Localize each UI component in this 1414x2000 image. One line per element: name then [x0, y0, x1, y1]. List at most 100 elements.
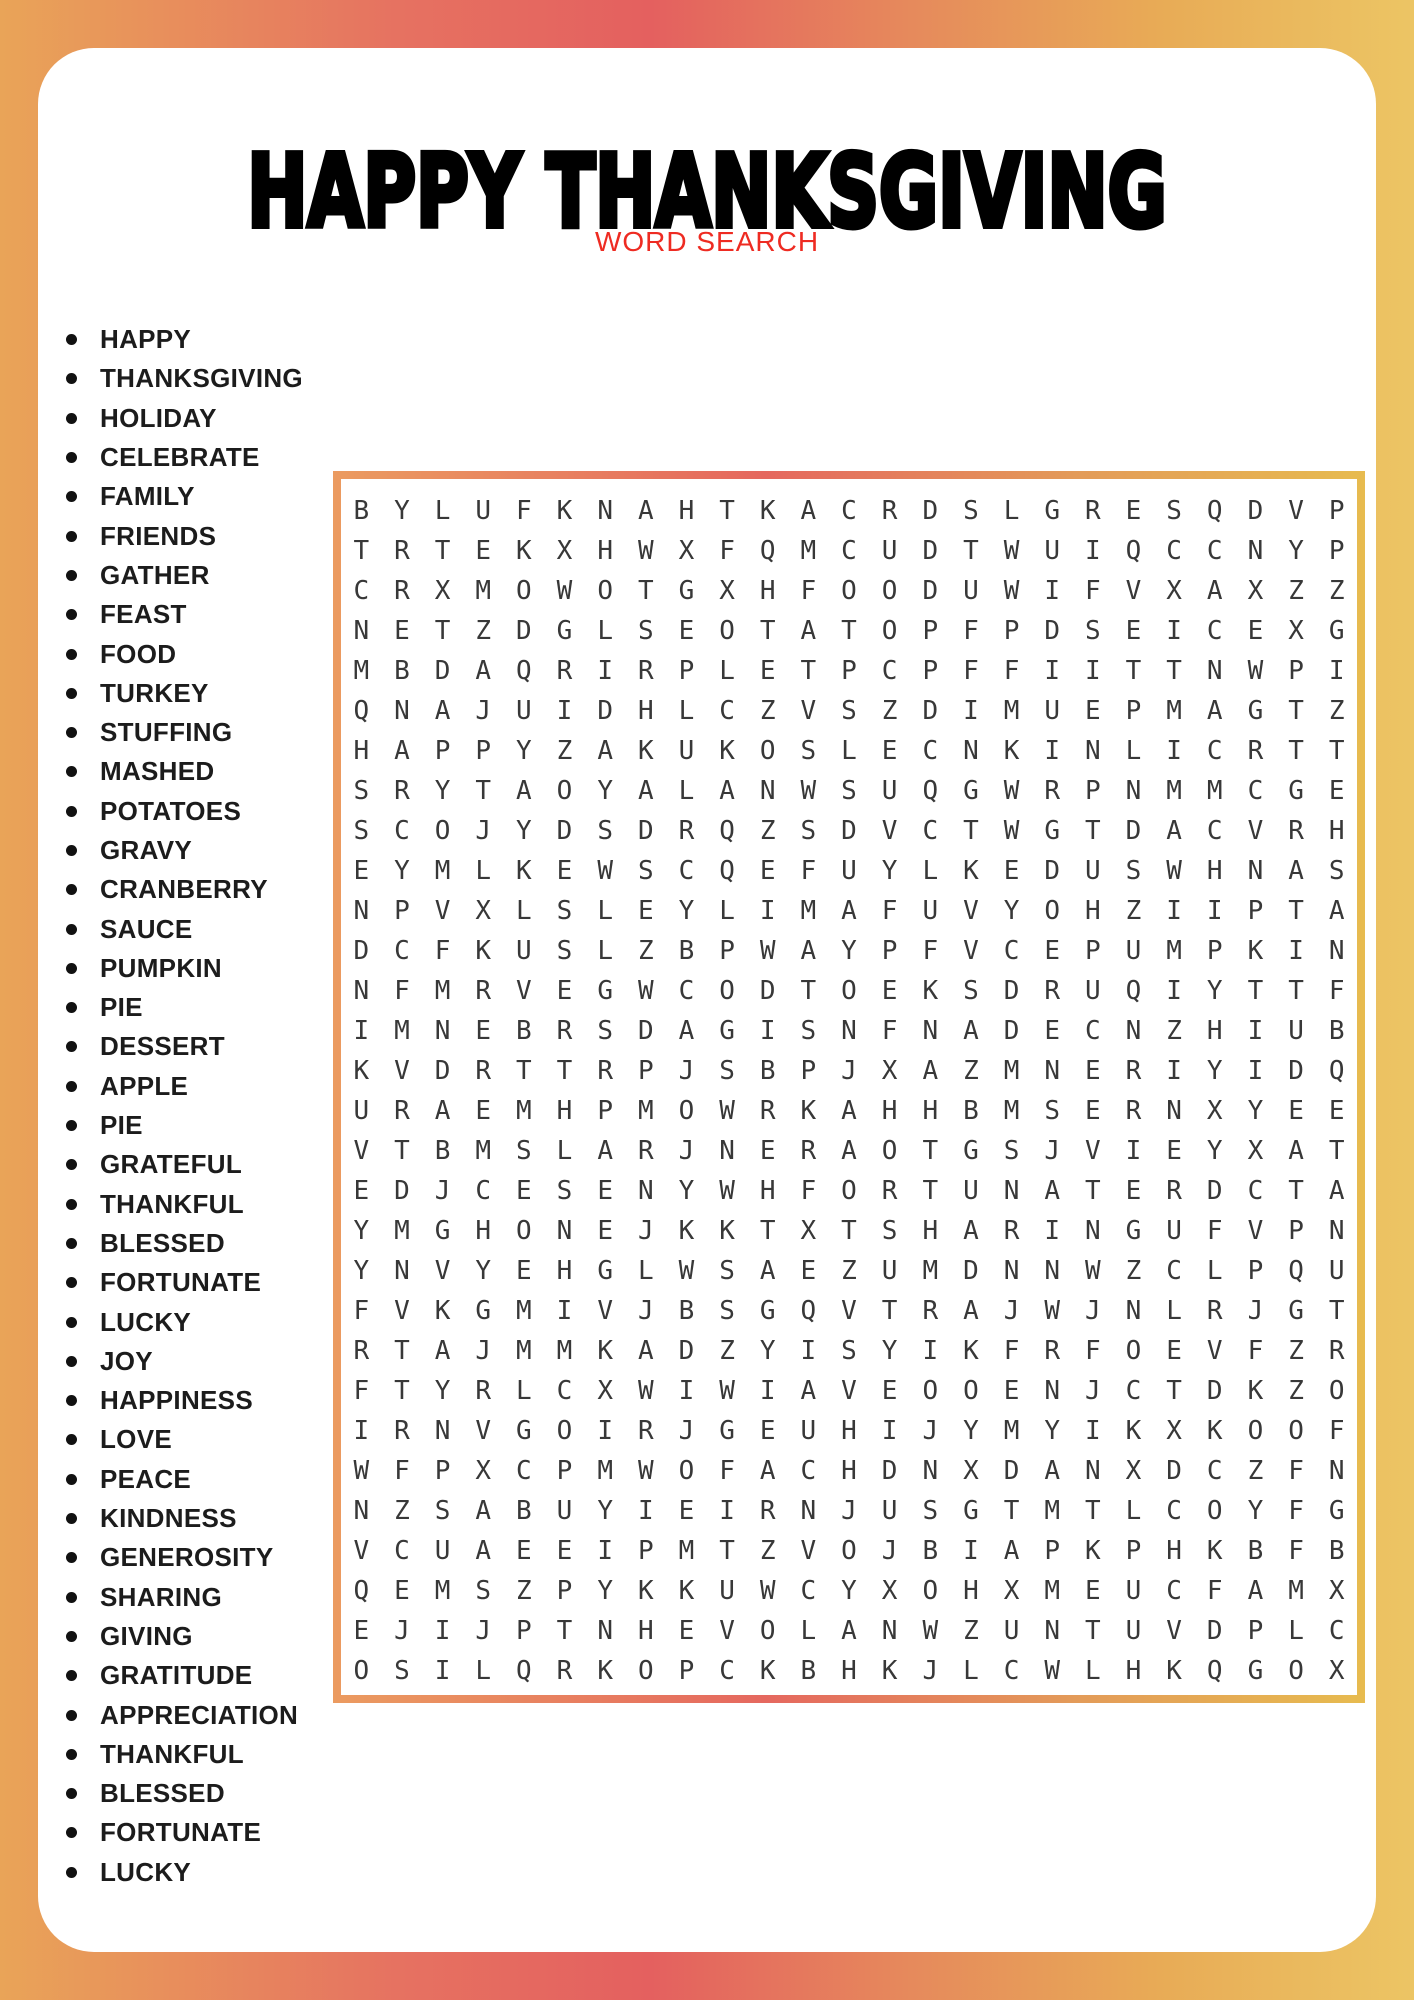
grid-letter: T: [1328, 1136, 1345, 1166]
grid-letter: V: [516, 976, 532, 1006]
grid-letter: O: [516, 1216, 532, 1246]
grid-letter: T: [1166, 1376, 1182, 1406]
word-list-item: PIE: [66, 1106, 326, 1145]
grid-letter: E: [1288, 1096, 1304, 1126]
grid-letter: X: [800, 1216, 817, 1246]
grid-letter: T: [1288, 736, 1304, 766]
grid-letter: F: [353, 1376, 370, 1406]
grid-letter: S: [1125, 856, 1142, 886]
grid-letter: T: [1085, 1616, 1101, 1646]
grid-letter: P: [1247, 896, 1264, 926]
grid-letter: I: [1044, 576, 1061, 606]
grid-letter: X: [719, 576, 735, 606]
grid-letter: S: [556, 936, 573, 966]
grid-letter: V: [434, 896, 451, 926]
grid-letter: N: [434, 1416, 451, 1446]
grid-letter: C: [800, 1576, 817, 1606]
grid-letter: X: [881, 1056, 898, 1086]
grid-letter: A: [963, 1296, 979, 1326]
grid-letter: N: [1085, 1456, 1101, 1486]
grid-letter: K: [1085, 1536, 1101, 1566]
grid-letter: K: [922, 976, 939, 1006]
grid-letter: I: [597, 1536, 613, 1566]
grid-letter: Z: [475, 616, 492, 646]
grid-letter: W: [1003, 536, 1020, 566]
bullet-icon: [66, 530, 77, 542]
grid-letter: N: [1206, 656, 1223, 686]
grid-letter: D: [678, 1336, 695, 1366]
grid-letter: I: [1044, 656, 1061, 686]
grid-letter: M: [353, 656, 370, 686]
grid-letter: O: [719, 616, 735, 646]
word-label: PEACE: [100, 1463, 192, 1494]
grid-letter: O: [1288, 1656, 1304, 1686]
bullet-icon: [66, 1080, 77, 1092]
grid-letter: C: [556, 1376, 573, 1406]
grid-letter: D: [1125, 816, 1142, 846]
grid-letter: A: [719, 776, 735, 806]
grid-letter: H: [1125, 1656, 1142, 1686]
grid-letter: J: [394, 1616, 410, 1646]
grid-letter: C: [1247, 1176, 1264, 1206]
word-label: BLESSED: [100, 1778, 225, 1809]
grid-letter: D: [1288, 1056, 1304, 1086]
grid-letter: O: [678, 1456, 695, 1486]
grid-letter: S: [800, 816, 817, 846]
grid-letter: O: [881, 616, 898, 646]
grid-letter: B: [516, 1496, 532, 1526]
grid-letter: N: [922, 1016, 939, 1046]
grid-letter: W: [1247, 656, 1264, 686]
grid-letter: X: [881, 1576, 898, 1606]
word-label: PIE: [100, 1110, 143, 1141]
grid-letter: A: [597, 1136, 613, 1166]
grid-letter: N: [963, 736, 979, 766]
grid-letter: R: [1044, 1336, 1061, 1366]
grid-letter: N: [353, 976, 370, 1006]
grid-letter: F: [881, 1016, 898, 1046]
grid-letter: S: [597, 816, 613, 846]
grid-letter: U: [1085, 976, 1101, 1006]
grid-letter: T: [963, 536, 979, 566]
grid-letter: K: [1125, 1416, 1142, 1446]
grid-letter: J: [475, 1616, 492, 1646]
grid-letter: H: [597, 536, 613, 566]
grid-letter: O: [1125, 1336, 1142, 1366]
word-label: TURKEY: [100, 677, 209, 708]
grid-letter: M: [1003, 696, 1020, 726]
grid-letter: T: [1085, 1496, 1101, 1526]
grid-letter: W: [719, 1176, 735, 1206]
grid-letter: N: [1166, 1096, 1182, 1126]
grid-letter: N: [353, 1496, 370, 1526]
grid-letter: C: [1206, 1456, 1223, 1486]
grid-letter: M: [637, 1096, 654, 1126]
grid-letter: E: [556, 976, 573, 1006]
grid-letter: C: [394, 816, 410, 846]
grid-letter: S: [1328, 856, 1345, 886]
grid-letter: T: [1003, 1496, 1020, 1526]
grid-letter: A: [1044, 1456, 1061, 1486]
grid-letter: E: [1044, 1016, 1061, 1046]
grid-letter: G: [1328, 616, 1345, 646]
grid-letter: C: [1166, 1256, 1182, 1286]
grid-letter: Z: [1166, 1016, 1182, 1046]
bullet-icon: [66, 1434, 77, 1446]
grid-letter: Y: [353, 1216, 370, 1246]
grid-letter: F: [1085, 1336, 1101, 1366]
grid-letter: L: [434, 496, 451, 526]
grid-letter: F: [353, 1296, 370, 1326]
grid-letter: K: [516, 536, 532, 566]
grid-letter: R: [1044, 976, 1061, 1006]
grid-letter: T: [1085, 1176, 1101, 1206]
word-list: HAPPY THANKSGIVING HOLIDAY CELEBRATE FAMILY F…: [66, 320, 326, 1892]
word-list-item: CRANBERRY: [66, 870, 326, 909]
grid-letter: H: [1328, 816, 1345, 846]
word-label: MASHED: [100, 756, 215, 787]
grid-letter: M: [1003, 1416, 1020, 1446]
grid-letter: F: [922, 936, 939, 966]
grid-letter: K: [475, 936, 492, 966]
grid-letter: P: [1085, 936, 1101, 966]
grid-letter: O: [678, 1096, 695, 1126]
grid-letter: K: [678, 1216, 695, 1246]
grid-letter: J: [1044, 1136, 1061, 1166]
grid-letter: L: [516, 1376, 532, 1406]
